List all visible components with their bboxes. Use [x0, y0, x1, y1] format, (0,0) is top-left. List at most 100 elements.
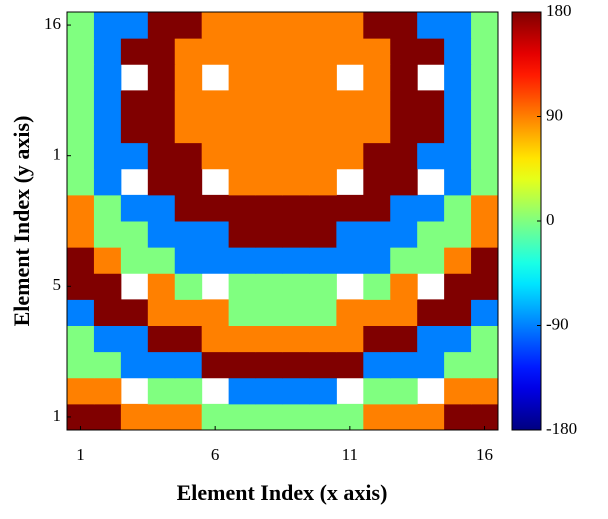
heatmap-cell: [471, 194, 499, 222]
heatmap-cell: [147, 325, 176, 353]
x-axis-title: Element Index (x axis): [177, 480, 388, 505]
heatmap-cell: [93, 403, 122, 431]
heatmap-cell: [255, 273, 283, 300]
heatmap-cell: [471, 325, 499, 353]
heatmap-cell: [390, 247, 418, 274]
heatmap-cell: [120, 299, 149, 326]
heatmap-cell: [309, 38, 337, 65]
heatmap-cell: [174, 403, 203, 431]
heatmap-cell: [120, 325, 149, 353]
heatmap-cell: [282, 142, 310, 170]
heatmap-cell: [444, 325, 472, 353]
heatmap-cell: [255, 64, 283, 91]
heatmap-cell: [201, 221, 230, 248]
heatmap-cell: [363, 299, 391, 326]
heatmap-cell: [282, 12, 310, 39]
heatmap-cell: [363, 116, 391, 144]
heatmap-cell: [309, 221, 337, 248]
heatmap-cell: [93, 116, 122, 144]
heatmap-cell: [120, 351, 149, 379]
heatmap-cell: [67, 194, 95, 222]
x-tick-label: 16: [476, 445, 493, 464]
x-tick-label: 11: [342, 445, 358, 464]
heatmap-cell: [201, 351, 230, 379]
heatmap-cell: [147, 403, 176, 431]
heatmap-cell: [93, 377, 122, 405]
heatmap-cell: [471, 38, 499, 65]
heatmap-cell: [336, 142, 364, 170]
heatmap-cell: [444, 168, 472, 196]
heatmap-cell: [336, 299, 364, 326]
heatmap-cell: [120, 403, 149, 431]
heatmap-cell: [147, 273, 176, 300]
heatmap-cell: [282, 116, 310, 144]
heatmap-cell: [228, 247, 257, 274]
heatmap-cell: [471, 247, 499, 274]
heatmap-cell: [390, 221, 418, 248]
heatmap-cell: [444, 273, 472, 300]
heatmap-cell: [93, 221, 122, 248]
heatmap-cell: [174, 325, 203, 353]
heatmap-cell: [255, 247, 283, 274]
heatmap-cell: [67, 142, 95, 170]
heatmap-cell: [444, 116, 472, 144]
heatmap-cell: [174, 64, 203, 91]
heatmap-cell: [282, 299, 310, 326]
heatmap-cell: [390, 403, 418, 431]
heatmap-cell: [67, 299, 95, 326]
heatmap-cell: [120, 142, 149, 170]
heatmap-cell: [444, 64, 472, 91]
heatmap-cell: [228, 12, 257, 39]
heatmap-cell: [120, 90, 149, 117]
heatmap-cell: [67, 116, 95, 144]
heatmap-cell: [255, 38, 283, 65]
heatmap-cell: [390, 325, 418, 353]
heatmap-cell: [363, 377, 391, 405]
heatmap-cell: [255, 351, 283, 379]
heatmap-cell: [67, 377, 95, 405]
heatmap-cell: [417, 116, 445, 144]
heatmap-cell: [471, 90, 499, 117]
heatmap-cell: [336, 325, 364, 353]
heatmap-cell: [201, 116, 230, 144]
heatmap-cell: [309, 142, 337, 170]
heatmap-cell: [228, 273, 257, 300]
heatmap-cell: [309, 377, 337, 405]
heatmap-cell: [93, 90, 122, 117]
heatmap-cell: [255, 325, 283, 353]
heatmap-cell: [174, 299, 203, 326]
heatmap-cell: [471, 142, 499, 170]
heatmap-cell: [174, 168, 203, 196]
heatmap-cell: [255, 403, 283, 431]
heatmap-cell: [444, 351, 472, 379]
heatmap-cell: [471, 377, 499, 405]
heatmap-cell: [390, 90, 418, 117]
heatmap-cell: [147, 142, 176, 170]
heatmap-cell: [363, 221, 391, 248]
heatmap-cell: [444, 403, 472, 431]
heatmap-cell: [417, 38, 445, 65]
heatmap-cell: [390, 377, 418, 405]
heatmap-cell: [255, 194, 283, 222]
heatmap-cell: [255, 116, 283, 144]
heatmap-cell: [255, 221, 283, 248]
heatmap-cell: [147, 351, 176, 379]
heatmap-cell: [471, 116, 499, 144]
heatmap-cell: [336, 38, 364, 65]
heatmap-cell: [174, 38, 203, 65]
heatmap-cell: [228, 64, 257, 91]
heatmap-cell: [174, 12, 203, 39]
colorbar-tick-label: 0: [546, 210, 555, 229]
heatmap-cell: [282, 273, 310, 300]
heatmap-cell: [363, 168, 391, 196]
heatmap-cell: [363, 38, 391, 65]
heatmap-cell: [201, 38, 230, 65]
y-tick-label: 1: [53, 145, 62, 164]
heatmap-cell: [93, 299, 122, 326]
colorbar-tick-label: 180: [546, 1, 572, 20]
heatmap-cell: [120, 221, 149, 248]
heatmap-cell: [120, 194, 149, 222]
heatmap-cell: [255, 90, 283, 117]
y-axis-title: Element Index (y axis): [9, 116, 34, 327]
heatmap-cell: [390, 194, 418, 222]
